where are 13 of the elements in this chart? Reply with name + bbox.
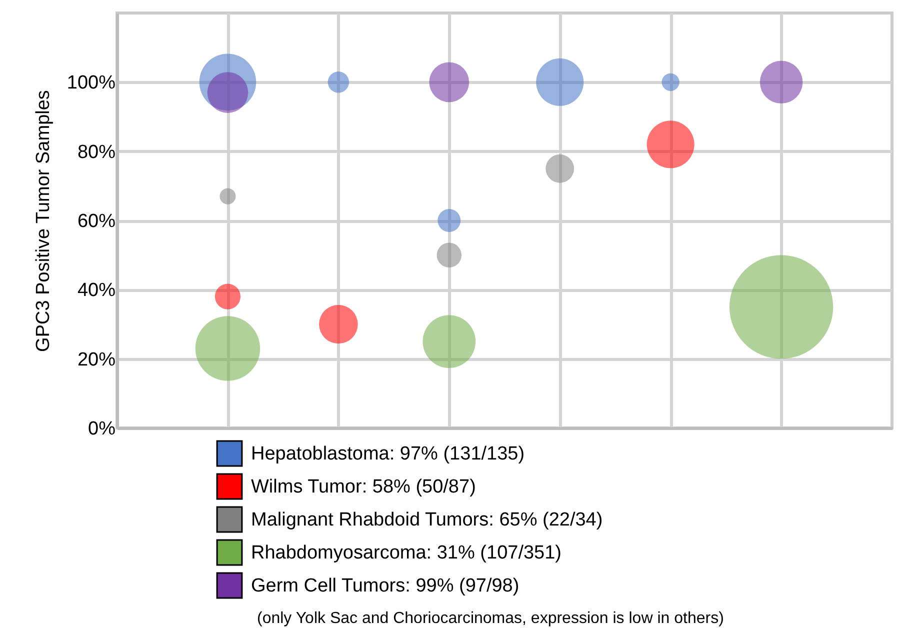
y-tick-label: 0% bbox=[88, 418, 116, 440]
legend-label: Hepatoblastoma: 97% (131/135) bbox=[251, 444, 525, 464]
text: (only Yolk Sac and Choriocarcinomas, expression is low in others) bbox=[257, 610, 724, 627]
legend-label: Wilms Tumor: 58% (50/87) bbox=[251, 476, 476, 498]
y-axis-title: GPC3 Positive Tumor Samples bbox=[32, 90, 54, 352]
legend-label: Rhabdomyosarcoma: 31% (107/351) bbox=[251, 542, 562, 564]
y-tick-label: 100% bbox=[66, 72, 116, 94]
y-tick-label: 20% bbox=[77, 349, 116, 370]
legend-label: Malignant Rhabdoid Tumors: 65% (22/34) bbox=[251, 510, 603, 530]
legend-label: Germ Cell Tumors: 99% (97/98) bbox=[251, 576, 520, 596]
y-tick-label: 80% bbox=[77, 142, 116, 163]
y-tick-label: 60% bbox=[77, 211, 116, 232]
y-tick-label: 40% bbox=[77, 280, 116, 302]
